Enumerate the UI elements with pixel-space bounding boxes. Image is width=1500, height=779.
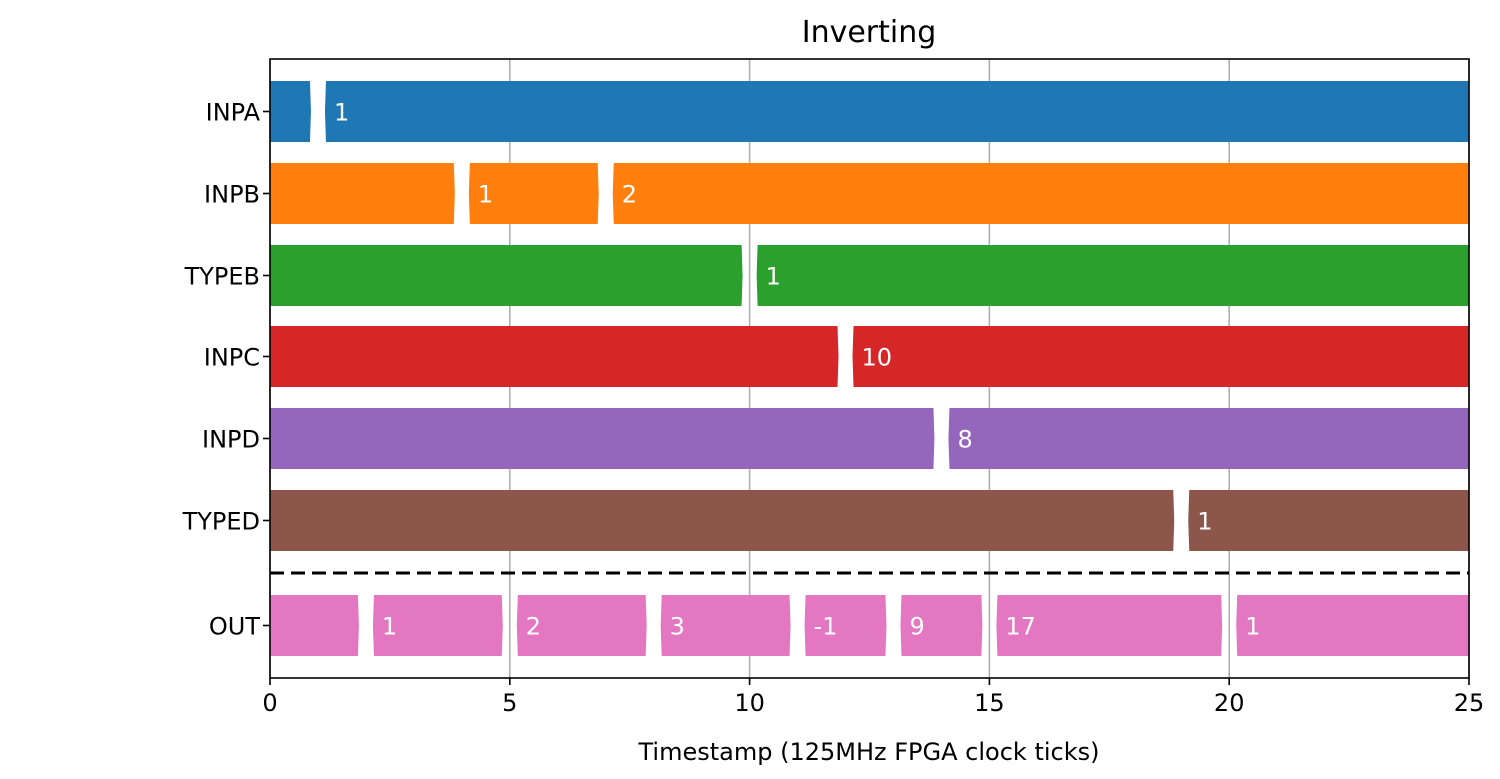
x-tick-label: 15 [974,689,1005,717]
segment-value-label: 8 [957,426,972,454]
signal-segment [948,408,1469,469]
signal-segment [324,81,1470,142]
signal-segment [516,595,647,656]
segment-value-label: 17 [1005,613,1036,641]
signal-segment [660,595,791,656]
signal-row-typeb: 1 [270,245,1469,306]
x-tick-label: 5 [502,689,517,717]
plot-frame [269,58,1470,679]
signal-segment [900,595,983,656]
signal-segment [270,490,1175,551]
x-axis: 0 5 10 15 20 25 [262,678,1484,717]
signal-segment [804,595,887,656]
signal-segment [996,595,1223,656]
y-tick-label: INPA [206,99,261,127]
segment-value-label: 3 [670,613,685,641]
signal-segment [270,408,935,469]
signal-segment [1236,595,1469,656]
signal-segment [612,163,1469,224]
y-tick-label: TYPEB [184,263,260,291]
segment-value-label: -1 [814,613,838,641]
signal-row-out: 1 2 3 -1 9 17 1 [270,595,1469,656]
chart-title: Inverting [802,15,937,50]
x-tick-label: 25 [1454,689,1485,717]
segment-value-label: 9 [909,613,924,641]
y-tick-label: TYPED [182,508,260,536]
segment-value-label: 1 [382,613,397,641]
y-tick-label: OUT [209,613,260,641]
signal-row-inpc: 10 [270,326,1469,387]
y-tick-label: INPB [204,181,260,209]
segment-value-label: 2 [526,613,541,641]
signal-segment [1188,490,1469,551]
x-axis-label: Timestamp (125MHz FPGA clock ticks) [638,738,1100,766]
signal-segment [270,595,359,656]
x-tick-label: 0 [262,689,277,717]
signal-row-inpa: 1 [270,81,1470,142]
signal-segment [270,163,455,224]
signal-segment [468,163,599,224]
signal-row-typed: 1 [270,490,1469,551]
y-tick-label: INPD [202,426,260,454]
segment-value-label: 10 [862,344,893,372]
signal-segment [372,595,503,656]
x-tick-label: 20 [1214,689,1245,717]
signal-segment [852,326,1469,387]
y-tick-label: INPC [204,344,260,372]
signal-segment [756,245,1469,306]
signal-row-inpd: 8 [270,408,1469,469]
y-axis: INPA INPB TYPEB INPC INPD TYPED OUT [182,99,270,641]
signal-segment [270,245,743,306]
signal-segment [270,81,311,142]
segment-value-label: 1 [766,263,781,291]
signal-segment [270,326,839,387]
segment-value-label: 1 [334,99,349,127]
x-tick-label: 10 [734,689,765,717]
segment-value-label: 1 [1197,508,1212,536]
segment-value-label: 1 [1245,613,1260,641]
segment-value-label: 2 [622,181,637,209]
segment-value-label: 1 [478,181,493,209]
